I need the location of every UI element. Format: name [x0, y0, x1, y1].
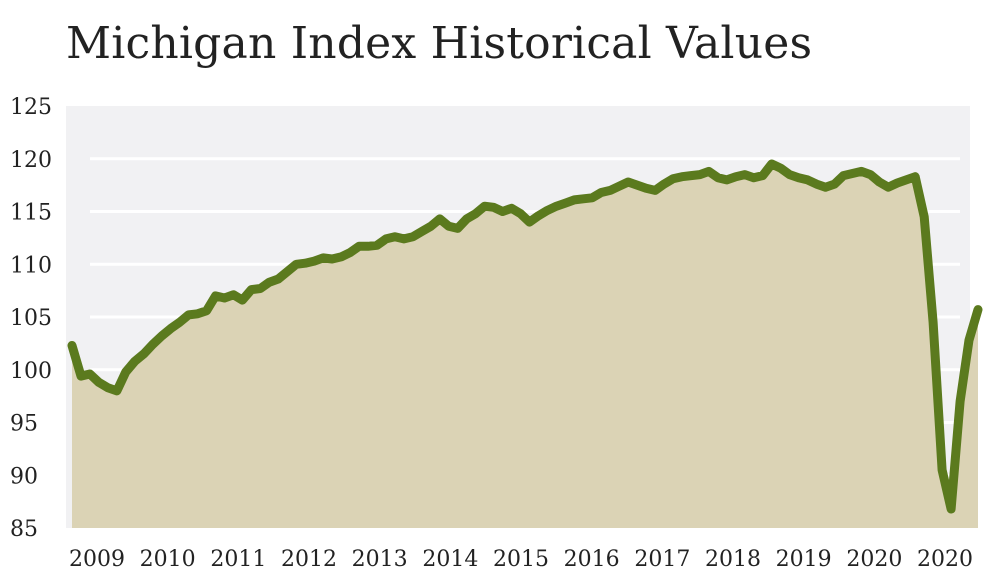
y-axis-ticks: 85 90 95 100 105 110 115 120 125 — [10, 95, 52, 542]
y-tick-label: 120 — [10, 148, 52, 173]
x-tick-label: 2017 — [634, 547, 690, 572]
x-tick-label: 2020 — [917, 547, 973, 572]
y-tick-label: 85 — [10, 517, 38, 542]
x-tick-label: 2019 — [776, 547, 832, 572]
chart-title: Michigan Index Historical Values — [66, 18, 813, 69]
x-tick-label: 2015 — [493, 547, 549, 572]
x-axis-ticks: 2009 2010 2011 2012 2013 2014 2015 2016 2017 2018… — [69, 547, 973, 572]
y-tick-label: 100 — [10, 359, 52, 384]
y-tick-label: 105 — [10, 306, 52, 331]
x-tick-label: 2020 — [846, 547, 902, 572]
series-line — [67, 159, 983, 514]
x-tick-label: 2009 — [69, 547, 125, 572]
x-tick-label: 2010 — [140, 547, 196, 572]
y-tick-label: 110 — [10, 253, 52, 278]
x-tick-label: 2011 — [210, 547, 266, 572]
y-tick-label: 115 — [10, 201, 52, 226]
area-fill — [72, 164, 978, 528]
y-tick-label: 125 — [10, 95, 52, 120]
x-tick-label: 2013 — [352, 547, 408, 572]
y-tick-label: 95 — [10, 412, 38, 437]
x-tick-label: 2014 — [422, 547, 478, 572]
x-tick-label: 2018 — [705, 547, 761, 572]
x-tick-label: 2016 — [564, 547, 620, 572]
x-tick-label: 2012 — [281, 547, 337, 572]
y-tick-label: 90 — [10, 464, 38, 489]
